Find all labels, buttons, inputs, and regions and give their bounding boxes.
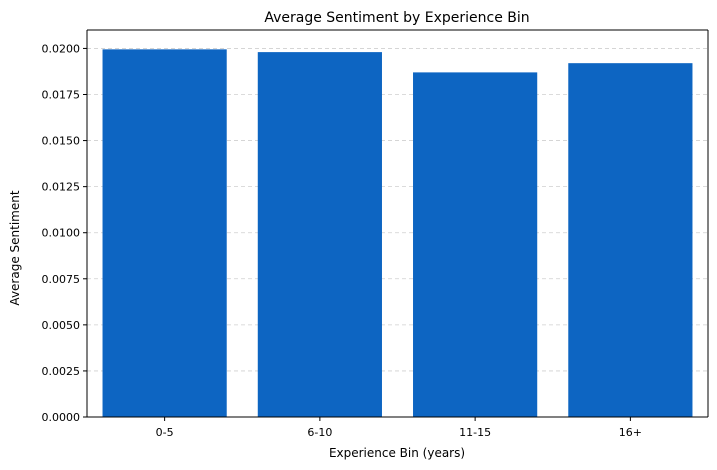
x-tick-label: 0-5: [156, 426, 174, 439]
x-axis-ticks: 0-5 6-10 11-15 16+: [156, 417, 642, 439]
y-tick-label: 0.0200: [42, 42, 81, 55]
y-tick-label: 0.0175: [42, 89, 81, 102]
y-tick-label: 0.0100: [42, 227, 81, 240]
y-tick-label: 0.0150: [42, 135, 81, 148]
x-tick-label: 11-15: [459, 426, 491, 439]
y-tick-label: 0.0075: [42, 273, 81, 286]
y-tick-label: 0.0125: [42, 181, 81, 194]
y-axis-label: Average Sentiment: [8, 190, 22, 305]
y-tick-label: 0.0000: [42, 411, 81, 424]
bar-16+: [568, 63, 693, 418]
bar-11-15: [413, 72, 538, 417]
bar-6-10: [257, 52, 382, 417]
y-axis-ticks: 0.0000 0.0025 0.0050 0.0075 0.0100 0.0125 0.01…: [42, 42, 87, 424]
chart-title: Average Sentiment by Experience Bin: [264, 10, 529, 26]
y-tick-label: 0.0050: [42, 319, 81, 332]
x-tick-label: 6-10: [307, 426, 332, 439]
bars: [102, 49, 693, 418]
bar-0-5: [102, 49, 227, 417]
y-tick-label: 0.0025: [42, 365, 81, 378]
x-axis-label: Experience Bin (years): [329, 446, 465, 460]
x-tick-label: 16+: [619, 426, 642, 439]
